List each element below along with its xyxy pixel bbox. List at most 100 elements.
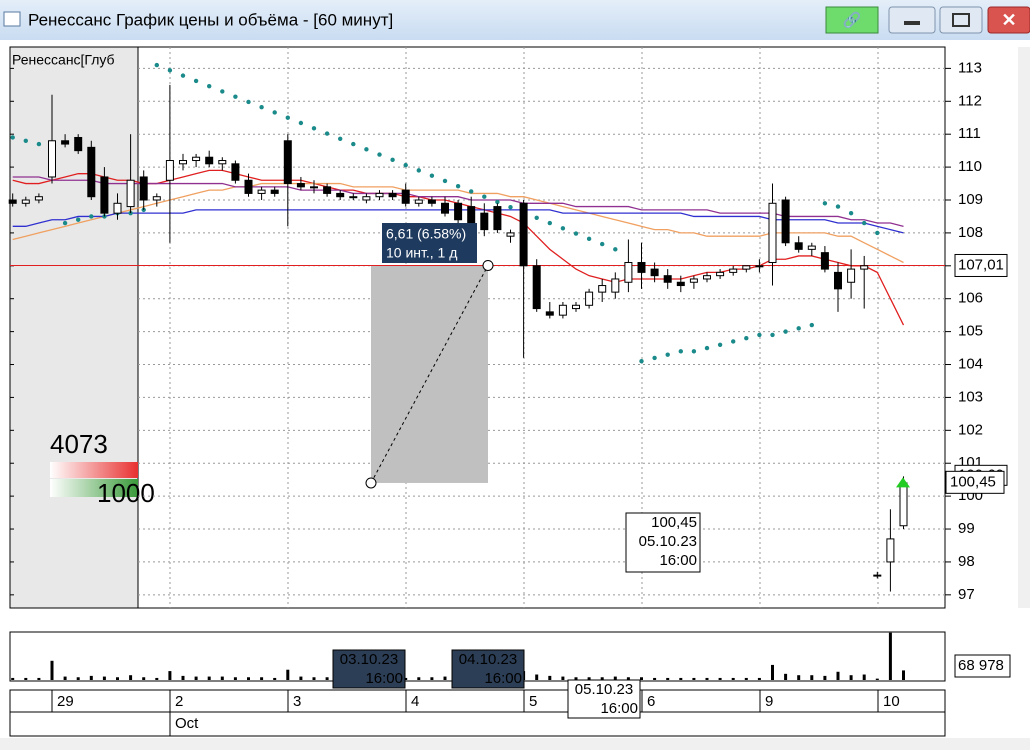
time-tip-date: 05.10.23 bbox=[575, 681, 633, 698]
candle-body bbox=[716, 271, 725, 277]
candle-body bbox=[48, 140, 56, 178]
last-price-label: 107,01 bbox=[958, 256, 1004, 273]
sar-dot bbox=[10, 135, 15, 140]
ruler-label-box bbox=[382, 223, 477, 263]
sar-dot bbox=[652, 355, 657, 361]
candle-body bbox=[310, 186, 318, 189]
day-label: 5 bbox=[529, 693, 537, 710]
candle-body bbox=[545, 311, 554, 316]
time-tip-date: 04.10.23 bbox=[459, 651, 517, 668]
candle-body bbox=[257, 189, 266, 194]
candle-body bbox=[637, 262, 646, 273]
sar-dot bbox=[455, 183, 461, 189]
sar-dot bbox=[403, 162, 408, 168]
y-tick-label: 99 bbox=[958, 520, 975, 537]
candle-body bbox=[8, 199, 17, 204]
candle-body bbox=[820, 252, 829, 270]
candle-body bbox=[572, 304, 580, 310]
sar-dot bbox=[600, 241, 605, 247]
candle-body bbox=[100, 176, 109, 214]
candle-body bbox=[585, 291, 594, 306]
depth-ask-bar bbox=[50, 462, 138, 478]
day-label: 9 bbox=[765, 693, 773, 710]
candle-body bbox=[558, 304, 567, 316]
time-tip-time: 16:00 bbox=[365, 670, 403, 687]
sar-dot bbox=[193, 78, 199, 84]
sar-dot bbox=[757, 332, 762, 338]
sar-dot bbox=[835, 204, 841, 209]
sar-dot bbox=[324, 131, 330, 136]
time-tip-box bbox=[567, 679, 641, 719]
y-tick-label: 104 bbox=[958, 355, 983, 372]
day-label: 4 bbox=[411, 693, 419, 710]
sar-dot bbox=[338, 136, 343, 141]
candle-body bbox=[729, 268, 738, 273]
sar-dot bbox=[822, 201, 828, 206]
candle-body bbox=[755, 265, 764, 268]
candle-body bbox=[61, 140, 70, 145]
candle-body bbox=[336, 192, 345, 198]
current-arrow bbox=[896, 477, 910, 488]
minimize-button[interactable] bbox=[888, 6, 936, 34]
sar-dot bbox=[364, 147, 369, 152]
candle-body bbox=[414, 199, 423, 204]
window-title: Ренессанс График цены и объёма - [60 мин… bbox=[28, 10, 393, 29]
candle-body bbox=[231, 163, 240, 181]
h-scrollbar[interactable] bbox=[0, 738, 1030, 750]
sar-dot bbox=[298, 120, 304, 126]
candle-body bbox=[598, 285, 607, 293]
sar-dot bbox=[377, 152, 382, 157]
sar-dot bbox=[875, 230, 880, 236]
link-button[interactable] bbox=[825, 6, 879, 34]
candle-body bbox=[165, 160, 174, 181]
app-icon bbox=[3, 11, 21, 27]
y-tick-label: 108 bbox=[958, 224, 983, 241]
day-label: 29 bbox=[57, 693, 74, 710]
close-button[interactable] bbox=[987, 6, 1030, 34]
sar-dot bbox=[691, 349, 697, 354]
time-axis bbox=[9, 689, 946, 737]
candle-body bbox=[611, 278, 620, 293]
link-icon: 🔗 bbox=[843, 10, 862, 29]
candle-body bbox=[401, 189, 410, 204]
sar-dot bbox=[848, 210, 854, 216]
candle-body bbox=[860, 265, 869, 270]
candle-body bbox=[742, 265, 751, 270]
candle-body bbox=[87, 146, 96, 198]
y-tick-label: 111 bbox=[958, 125, 981, 142]
current-price-box bbox=[945, 470, 1005, 494]
sar-dot bbox=[534, 215, 539, 220]
sar-dot bbox=[167, 68, 173, 73]
sar-dot bbox=[259, 105, 264, 110]
minimize-icon bbox=[904, 21, 920, 25]
v-scrollbar[interactable] bbox=[1018, 47, 1030, 608]
candle-body bbox=[270, 189, 279, 194]
candle-body bbox=[676, 281, 685, 287]
candle-body bbox=[873, 574, 882, 577]
candle-body bbox=[283, 140, 292, 185]
sar-dot bbox=[89, 214, 94, 219]
y-tick-label: 109 bbox=[958, 191, 983, 208]
sar-dot bbox=[272, 110, 277, 115]
maximize-button[interactable] bbox=[939, 6, 983, 34]
time-tip-date: 03.10.23 bbox=[340, 651, 398, 668]
sar-dot bbox=[639, 359, 644, 364]
candle-body bbox=[244, 179, 253, 194]
sar-dot bbox=[442, 178, 448, 184]
time-tip-box bbox=[332, 649, 406, 689]
candle-body bbox=[218, 160, 227, 165]
candle-body bbox=[650, 268, 659, 277]
candle-body bbox=[375, 192, 384, 198]
sar-dot bbox=[586, 236, 592, 242]
sar-dot bbox=[495, 199, 500, 205]
candle-body bbox=[296, 183, 305, 188]
sar-dot bbox=[311, 126, 317, 131]
y-tick-label: 112 bbox=[958, 92, 982, 109]
y-tick-label: 97 bbox=[958, 586, 975, 603]
time-tip-box bbox=[451, 649, 525, 689]
day-label: 3 bbox=[293, 693, 301, 710]
candle-body bbox=[441, 202, 449, 214]
depth-panel bbox=[10, 47, 138, 608]
candle-body bbox=[886, 538, 895, 563]
candle-body bbox=[519, 202, 528, 267]
